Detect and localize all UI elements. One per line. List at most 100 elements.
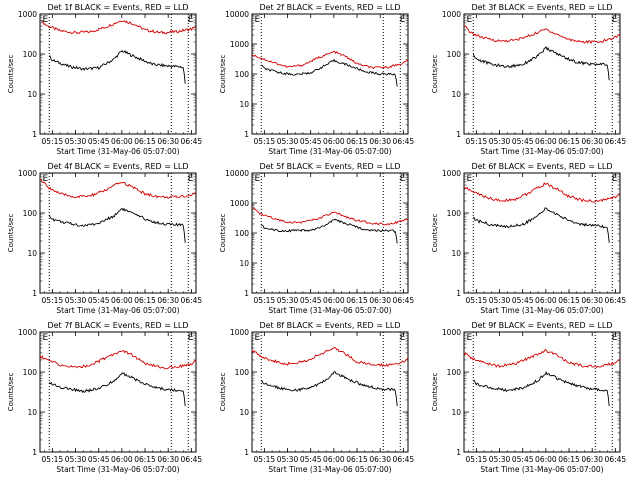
lld-series-line bbox=[463, 182, 621, 203]
events-series-line bbox=[48, 207, 186, 243]
x-axis-label: Start Time (31-May-06 05:07:00) bbox=[56, 306, 179, 315]
y-tick-label: 100 bbox=[447, 209, 462, 218]
y-tick-label: 10 bbox=[451, 249, 461, 258]
x-tick-label: 05:30 bbox=[489, 455, 511, 464]
y-tick-label: 1000 bbox=[18, 169, 37, 178]
plot-frame bbox=[463, 331, 621, 453]
x-tick-label: 05:15 bbox=[42, 455, 64, 464]
y-tick-label: 1000 bbox=[442, 10, 461, 19]
lld-series-line bbox=[251, 347, 409, 368]
y-axis-label: Counts/sec bbox=[431, 55, 439, 94]
e-marker: E bbox=[400, 174, 406, 184]
x-tick-label: 06:15 bbox=[558, 296, 580, 305]
plot-frame bbox=[463, 172, 621, 294]
plot-frame bbox=[463, 13, 621, 135]
y-tick-label: 100 bbox=[235, 368, 250, 377]
x-tick-label: 05:45 bbox=[88, 455, 110, 464]
x-tick-label: 05:15 bbox=[466, 455, 488, 464]
x-tick-label: 06:45 bbox=[181, 137, 203, 146]
x-tick-label: 06:45 bbox=[181, 296, 203, 305]
x-tick-label: 06:00 bbox=[111, 137, 133, 146]
x-tick-label: 05:30 bbox=[277, 455, 299, 464]
y-tick-label: 100 bbox=[235, 229, 250, 238]
plot-title: Det 4f BLACK = Events, RED = LLD bbox=[47, 162, 188, 171]
e-marker: E bbox=[255, 333, 261, 343]
events-series-line bbox=[48, 372, 186, 407]
y-axis-label: Counts/sec bbox=[219, 55, 227, 94]
events-series-line bbox=[473, 207, 610, 243]
detector-plot: Det 3f BLACK = Events, RED = LLD 1 10 100 10… bbox=[431, 3, 626, 156]
y-tick-label: 10 bbox=[239, 408, 249, 417]
x-tick-label: 06:00 bbox=[323, 296, 345, 305]
x-tick-label: 06:00 bbox=[323, 137, 345, 146]
y-tick-label: 1000 bbox=[230, 40, 249, 49]
e-marker: E bbox=[467, 174, 473, 184]
e-marker: E bbox=[43, 333, 49, 343]
x-tick-label: 06:45 bbox=[605, 455, 627, 464]
x-axis-label: Start Time (31-May-06 05:07:00) bbox=[56, 465, 179, 474]
x-tick-label: 05:45 bbox=[512, 296, 534, 305]
e-marker: E bbox=[467, 15, 473, 25]
x-axis-label: Start Time (31-May-06 05:07:00) bbox=[480, 147, 603, 156]
detector-plot: Det 2f BLACK = Events, RED = LLD 1 10 100 10… bbox=[219, 3, 414, 156]
x-tick-label: 05:15 bbox=[42, 137, 64, 146]
x-tick-label: 06:30 bbox=[369, 296, 391, 305]
x-tick-label: 06:00 bbox=[111, 296, 133, 305]
x-tick-label: 06:15 bbox=[346, 137, 368, 146]
e-marker: E bbox=[400, 333, 406, 343]
e-marker: E bbox=[43, 15, 49, 25]
e-marker: E bbox=[612, 174, 618, 184]
x-tick-label: 06:00 bbox=[111, 455, 133, 464]
plot-title: Det 6f BLACK = Events, RED = LLD bbox=[471, 162, 612, 171]
events-series-line bbox=[473, 371, 610, 407]
x-tick-label: 06:30 bbox=[157, 296, 179, 305]
y-tick-label: 10 bbox=[451, 408, 461, 417]
y-axis-label: Counts/sec bbox=[7, 373, 15, 412]
x-tick-label: 05:30 bbox=[489, 137, 511, 146]
detector-plot: Det 7f BLACK = Events, RED = LLD 1 10 100 10… bbox=[7, 321, 202, 474]
x-axis-label: Start Time (31-May-06 05:07:00) bbox=[480, 465, 603, 474]
lld-series-line bbox=[39, 178, 197, 199]
x-tick-label: 06:45 bbox=[605, 296, 627, 305]
e-marker: E bbox=[255, 174, 261, 184]
x-tick-label: 06:45 bbox=[605, 137, 627, 146]
plot-title: Det 3f BLACK = Events, RED = LLD bbox=[471, 3, 612, 12]
e-marker: E bbox=[188, 174, 194, 184]
x-tick-label: 05:30 bbox=[65, 137, 87, 146]
x-tick-label: 06:00 bbox=[535, 296, 557, 305]
plot-title: Det 8f BLACK = Events, RED = LLD bbox=[259, 321, 400, 330]
detector-plot: Det 5f BLACK = Events, RED = LLD 1 10 100 10… bbox=[219, 162, 414, 315]
x-tick-label: 06:30 bbox=[369, 455, 391, 464]
lld-series-line bbox=[251, 50, 409, 70]
x-tick-label: 06:15 bbox=[134, 137, 156, 146]
y-tick-label: 100 bbox=[447, 50, 462, 59]
x-axis-label: Start Time (31-May-06 05:07:00) bbox=[268, 306, 391, 315]
plot-title: Det 2f BLACK = Events, RED = LLD bbox=[259, 3, 400, 12]
y-axis-label: Counts/sec bbox=[7, 214, 15, 253]
e-marker: E bbox=[188, 333, 194, 343]
y-tick-label: 1 bbox=[456, 289, 461, 298]
y-tick-label: 1000 bbox=[442, 328, 461, 337]
y-tick-label: 1000 bbox=[442, 169, 461, 178]
x-tick-label: 06:15 bbox=[558, 455, 580, 464]
y-tick-label: 10 bbox=[239, 259, 249, 268]
y-tick-label: 1 bbox=[32, 448, 37, 457]
x-tick-label: 06:15 bbox=[134, 455, 156, 464]
x-axis-label: Start Time (31-May-06 05:07:00) bbox=[56, 147, 179, 156]
x-tick-label: 06:45 bbox=[393, 455, 415, 464]
y-tick-label: 10 bbox=[451, 90, 461, 99]
x-tick-label: 05:30 bbox=[65, 455, 87, 464]
y-tick-label: 10 bbox=[27, 408, 37, 417]
y-tick-label: 1 bbox=[32, 289, 37, 298]
y-axis-label: Counts/sec bbox=[431, 214, 439, 253]
x-tick-label: 06:30 bbox=[157, 137, 179, 146]
y-tick-label: 10000 bbox=[225, 10, 249, 19]
detector-plot: Det 4f BLACK = Events, RED = LLD 1 10 100 10… bbox=[7, 162, 202, 315]
x-tick-label: 06:15 bbox=[558, 137, 580, 146]
x-tick-label: 06:45 bbox=[393, 137, 415, 146]
x-tick-label: 06:30 bbox=[157, 455, 179, 464]
plot-frame bbox=[39, 172, 197, 294]
x-tick-label: 05:45 bbox=[88, 296, 110, 305]
y-tick-label: 1 bbox=[32, 130, 37, 139]
